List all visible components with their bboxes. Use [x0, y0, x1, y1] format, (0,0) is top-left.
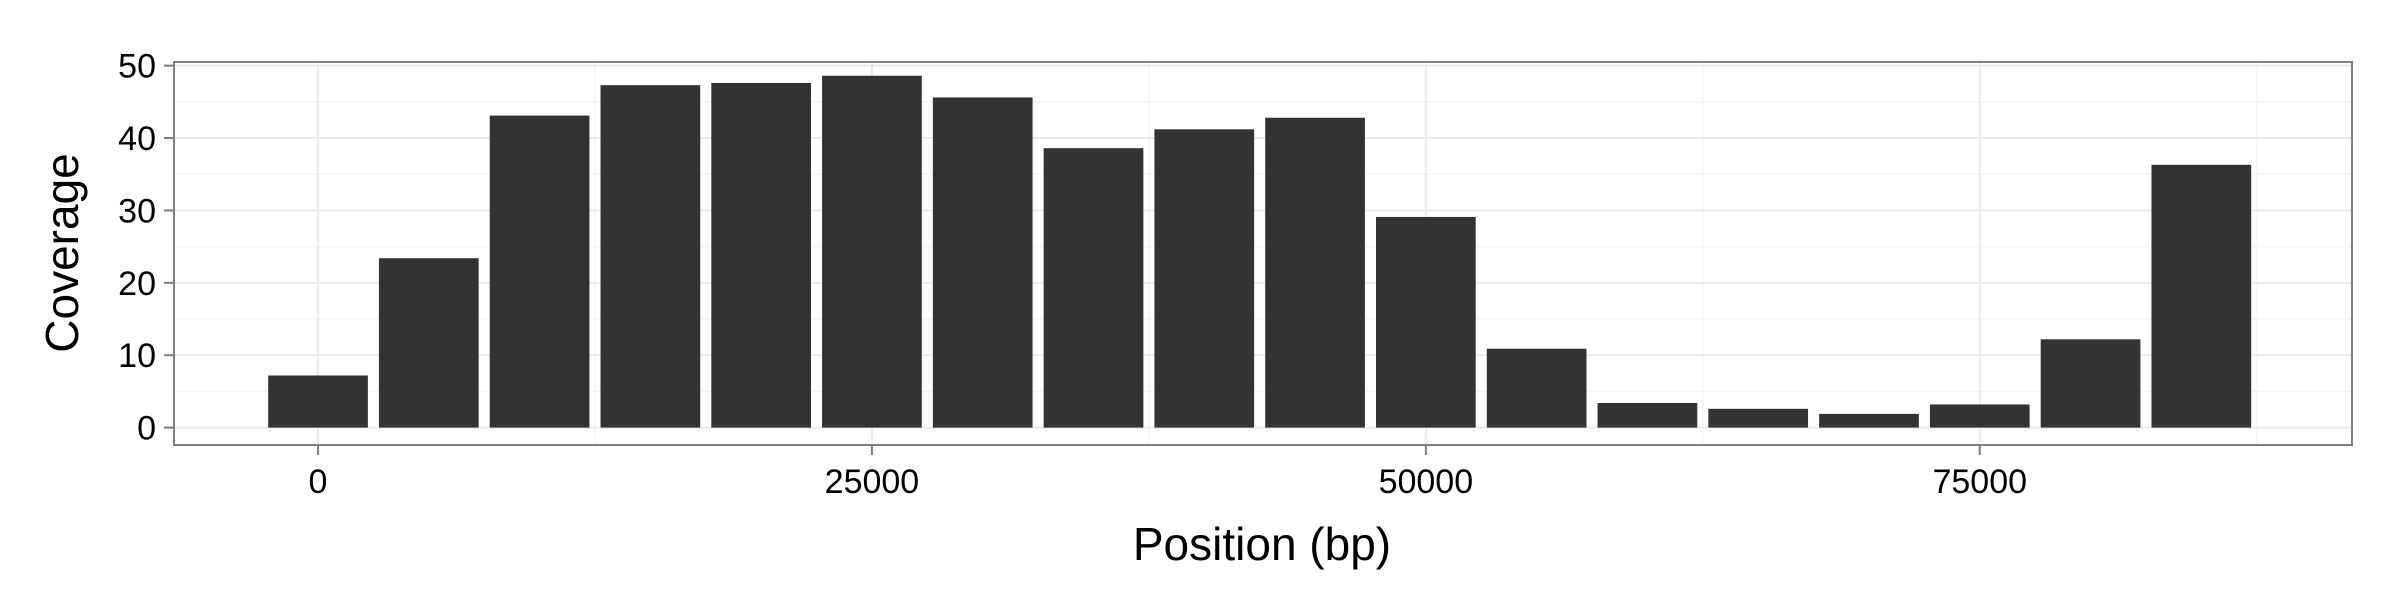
y-tick-label: 50 [118, 48, 156, 86]
plot-panel-border [173, 61, 2353, 446]
bar [600, 85, 701, 428]
y-tick-label: 10 [118, 337, 156, 375]
bar-series [268, 75, 2252, 428]
bar [378, 258, 479, 428]
bar [268, 375, 368, 428]
bar [1265, 117, 1365, 428]
bar [1819, 413, 1919, 428]
bar [2151, 164, 2252, 428]
y-axis: 0 10 20 30 40 50 [118, 48, 174, 448]
bar [1929, 404, 2030, 428]
x-axis-title: Position (bp) [1133, 518, 1391, 570]
x-tick-label: 75000 [1932, 463, 2027, 501]
bar [2040, 339, 2141, 428]
x-tick-label: 0 [309, 463, 328, 501]
y-tick-label: 20 [118, 265, 156, 303]
bar [932, 97, 1033, 428]
y-tick-label: 40 [118, 120, 156, 158]
y-tick-label: 0 [137, 410, 156, 448]
bar [489, 115, 590, 428]
y-axis-title: Coverage [36, 153, 88, 352]
bar [1597, 403, 1698, 428]
bar [1154, 129, 1255, 428]
x-axis: 0 25000 50000 75000 [309, 445, 2027, 501]
bar [711, 82, 812, 428]
bar [1043, 148, 1144, 428]
x-tick-label: 50000 [1379, 463, 1474, 501]
bar [1708, 408, 1809, 428]
bar [1486, 348, 1587, 428]
x-tick-label: 25000 [825, 463, 920, 501]
bar [822, 75, 922, 428]
y-tick-label: 30 [118, 192, 156, 230]
bar [1375, 216, 1476, 428]
